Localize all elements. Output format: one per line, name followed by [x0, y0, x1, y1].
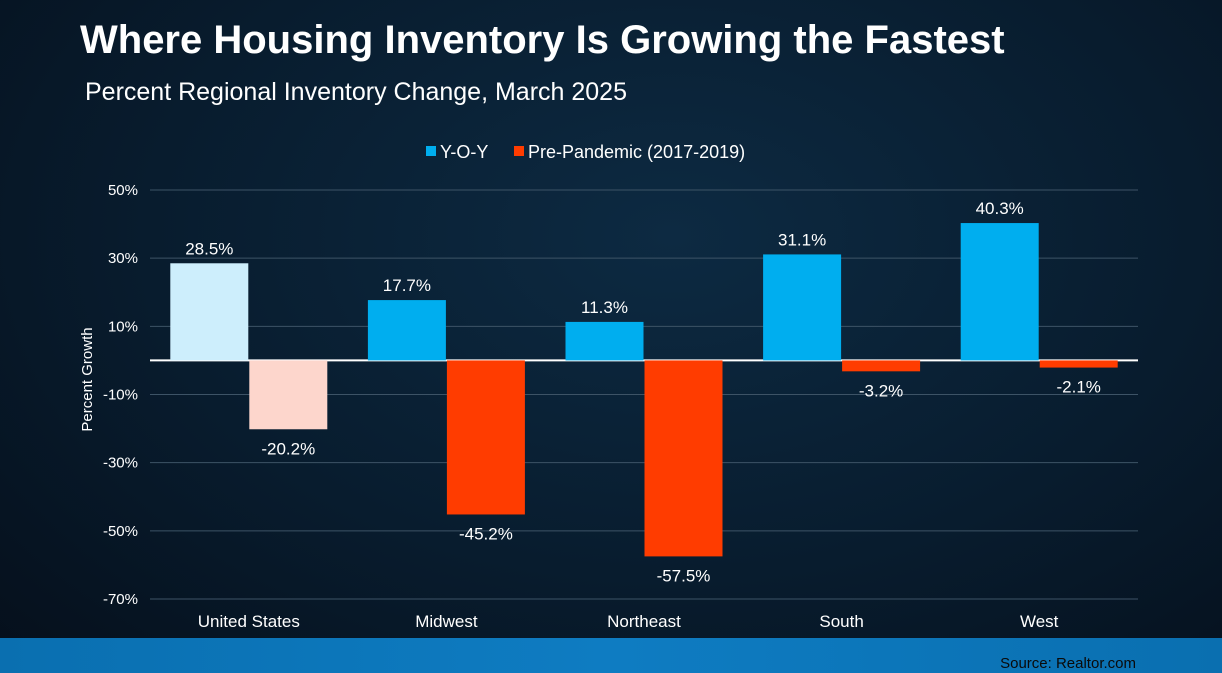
bar-yoy-midwest	[367, 300, 446, 361]
y-tick-label: 30%	[108, 250, 138, 267]
legend-pre-pandemic-label: Pre-Pandemic (2017-2019)	[528, 142, 745, 162]
chart-subtitle: Percent Regional Inventory Change, March…	[85, 78, 627, 106]
y-tick-label: -10%	[103, 387, 138, 404]
x-tick-label: West	[1020, 612, 1059, 631]
data-label: 17.7%	[383, 276, 431, 295]
data-label: -20.2%	[261, 439, 315, 458]
data-label: -2.1%	[1056, 378, 1100, 397]
bar-pre-pandemic-south	[842, 360, 921, 372]
bar-yoy-south	[763, 254, 842, 361]
y-tick-label: 10%	[108, 318, 138, 335]
y-tick-label: -70%	[103, 591, 138, 608]
data-label: -57.5%	[657, 566, 711, 585]
y-axis-label: Percent Growth	[79, 327, 96, 431]
x-tick-label: Northeast	[607, 612, 681, 631]
footer-bar	[0, 638, 1222, 673]
legend-yoy-swatch	[426, 146, 436, 156]
x-axis-ticks: United States Midwest Northeast South West	[198, 612, 1059, 631]
bar-yoy-united-states	[170, 263, 249, 361]
legend-yoy-label: Y-O-Y	[440, 142, 488, 162]
data-label: 11.3%	[581, 298, 628, 317]
bar-pre-pandemic-northeast	[644, 360, 723, 557]
data-label: 31.1%	[778, 230, 826, 249]
x-tick-label: Midwest	[415, 612, 478, 631]
data-label: -3.2%	[859, 381, 903, 400]
legend-pre-pandemic-swatch	[514, 146, 524, 156]
x-tick-label: United States	[198, 612, 300, 631]
source-credit: Source: Realtor.com	[1000, 655, 1136, 672]
bar-yoy-northeast	[565, 321, 644, 361]
data-label: -45.2%	[459, 524, 513, 543]
data-label: 28.5%	[185, 239, 233, 258]
bar-chart: Y-O-Y Pre-Pandemic (2017-2019) 50% 30% 10% -…	[79, 142, 1138, 631]
y-axis-ticks: 50% 30% 10% -10% -30% -50% -70%	[103, 182, 138, 608]
y-tick-label: 50%	[108, 182, 138, 199]
bar-pre-pandemic-midwest	[446, 360, 525, 515]
y-tick-label: -50%	[103, 523, 138, 540]
data-labels: 28.5% -20.2% 17.7% -45.2% 11.3% -57.5% 31.1% -3…	[185, 199, 1101, 585]
x-tick-label: South	[819, 612, 863, 631]
bar-pre-pandemic-united-states	[249, 360, 328, 430]
chart-title: Where Housing Inventory Is Growing the F…	[80, 18, 1005, 62]
bar-yoy-west	[960, 223, 1039, 361]
data-label: 40.3%	[976, 199, 1024, 218]
y-tick-label: -30%	[103, 455, 138, 472]
bars	[170, 223, 1118, 557]
bar-pre-pandemic-west	[1039, 360, 1118, 368]
legend: Y-O-Y Pre-Pandemic (2017-2019)	[426, 142, 745, 162]
